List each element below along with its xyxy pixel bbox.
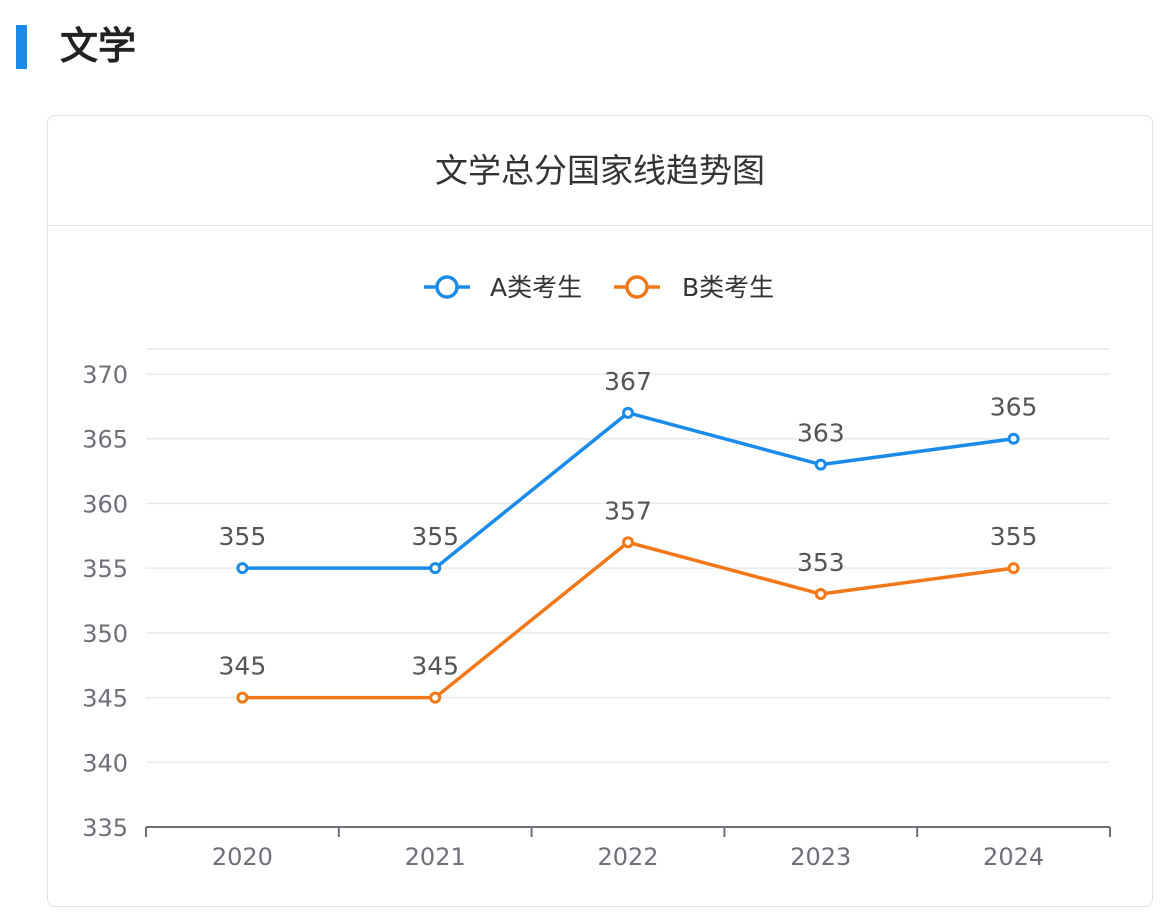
data-label: 367 — [604, 367, 652, 396]
data-label: 355 — [990, 522, 1038, 551]
data-point[interactable] — [429, 562, 442, 575]
x-tick-label: 2023 — [790, 843, 851, 871]
y-tick-label: 365 — [82, 426, 128, 454]
legend-marker — [435, 275, 459, 299]
legend-item-2[interactable]: B类考生 — [614, 273, 774, 302]
x-tick-label: 2022 — [597, 843, 658, 871]
legend-marker — [625, 275, 649, 299]
series — [236, 406, 1020, 704]
data-label: 365 — [990, 393, 1038, 422]
chart-title: 文学总分国家线趋势图 — [435, 151, 765, 190]
data-label: 355 — [219, 522, 267, 551]
section-title: 文学 — [60, 24, 137, 68]
data-point[interactable] — [1007, 432, 1020, 445]
data-label: 357 — [604, 496, 652, 525]
y-tick-label: 355 — [82, 555, 128, 583]
y-tick-label: 335 — [82, 814, 128, 842]
y-tick-label: 350 — [82, 620, 128, 648]
data-point[interactable] — [429, 691, 442, 704]
data-point[interactable] — [236, 562, 249, 575]
data-label: 345 — [219, 652, 267, 681]
x-tick-label: 2021 — [405, 843, 466, 871]
data-point[interactable] — [622, 536, 634, 549]
data-label: 355 — [411, 522, 459, 551]
data-point[interactable] — [236, 691, 249, 704]
legend-item-1[interactable]: A类考生 — [424, 273, 582, 302]
data-point[interactable] — [814, 588, 827, 601]
legend[interactable]: A类考生 B类考生 — [424, 273, 774, 302]
section-accent-bar — [16, 25, 27, 69]
series-line-2 — [240, 540, 1016, 700]
data-point[interactable] — [622, 406, 634, 419]
y-tick-label: 340 — [82, 749, 128, 777]
x-tick-label: 2020 — [212, 843, 273, 871]
legend-label: A类考生 — [490, 273, 582, 302]
data-labels: 355 355 367 363 365 345 345 357 353 355 — [219, 367, 1038, 681]
section-header: 文学 — [0, 0, 1170, 95]
data-point[interactable] — [1007, 562, 1020, 575]
data-point[interactable] — [814, 458, 827, 471]
data-label: 345 — [411, 652, 459, 681]
y-tick-label: 360 — [82, 490, 128, 518]
data-label: 363 — [797, 419, 845, 448]
y-tick-label: 345 — [82, 685, 128, 713]
y-tick-label: 370 — [82, 361, 128, 389]
axes: 335 340 345 350 355 360 365 370 2020 2021 2022 2023… — [82, 361, 1111, 871]
x-tick-label: 2024 — [983, 843, 1044, 871]
chart-card: 文学总分国家线趋势图 — [47, 115, 1153, 907]
legend-label: B类考生 — [682, 273, 774, 302]
data-label: 353 — [797, 548, 845, 577]
chart-card-header: 文学总分国家线趋势图 — [48, 116, 1152, 226]
